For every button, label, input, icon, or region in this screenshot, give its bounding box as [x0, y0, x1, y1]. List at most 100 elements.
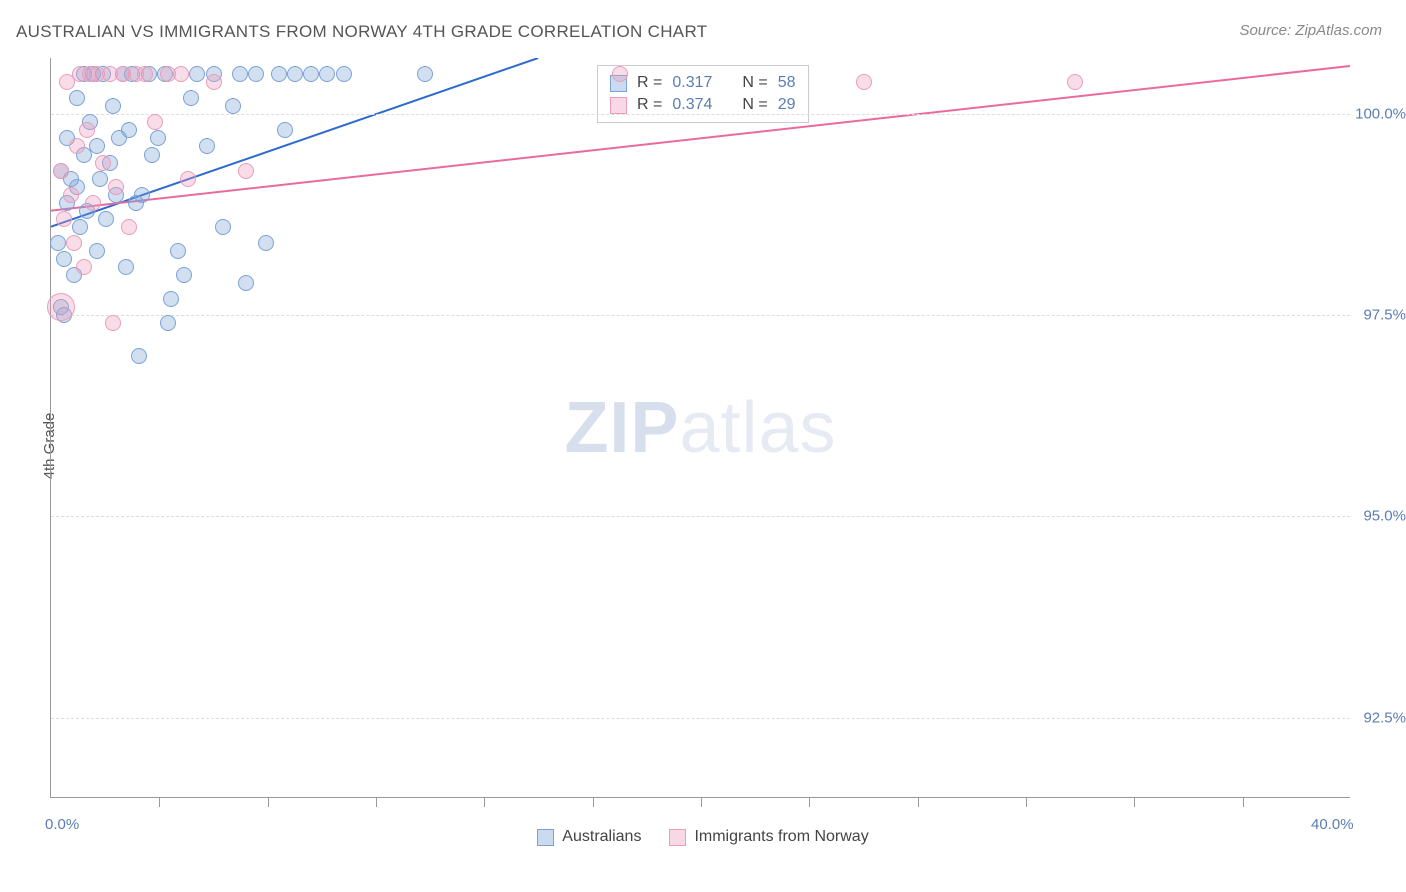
data-point [170, 243, 186, 259]
x-tick [918, 797, 919, 807]
gridline-h [51, 516, 1350, 517]
x-tick [1243, 797, 1244, 807]
data-point [121, 122, 137, 138]
data-point [277, 122, 293, 138]
legend-swatch [537, 829, 554, 846]
x-tick [268, 797, 269, 807]
data-point [238, 275, 254, 291]
data-point [199, 138, 215, 154]
data-point [105, 98, 121, 114]
chart-container: AUSTRALIAN VS IMMIGRANTS FROM NORWAY 4TH… [0, 0, 1406, 892]
data-point [417, 66, 433, 82]
bottom-legend: Australians Immigrants from Norway [0, 828, 1406, 846]
data-point [121, 219, 137, 235]
data-point [92, 171, 108, 187]
data-point [85, 195, 101, 211]
watermark-atlas: atlas [679, 388, 836, 468]
legend-r-value: 0.374 [672, 96, 712, 114]
data-point [225, 98, 241, 114]
data-point [215, 219, 231, 235]
data-point [176, 267, 192, 283]
data-point [183, 90, 199, 106]
data-point [50, 235, 66, 251]
legend-n-value: 29 [778, 96, 796, 114]
x-tick [159, 797, 160, 807]
data-point [180, 171, 196, 187]
data-point [53, 163, 69, 179]
gridline-h [51, 718, 1350, 719]
data-point [319, 66, 335, 82]
data-point [206, 74, 222, 90]
data-point [163, 291, 179, 307]
legend-r-label: R = [637, 74, 662, 92]
data-point [131, 348, 147, 364]
data-point [69, 138, 85, 154]
y-tick-label: 100.0% [1355, 106, 1406, 123]
data-point [56, 211, 72, 227]
data-point [66, 235, 82, 251]
x-tick [701, 797, 702, 807]
x-tick [1026, 797, 1027, 807]
data-point [248, 66, 264, 82]
legend-n-label: N = [742, 74, 767, 92]
data-point [134, 187, 150, 203]
legend-r-value: 0.317 [672, 74, 712, 92]
data-point [150, 130, 166, 146]
legend-n-label: N = [742, 96, 767, 114]
data-point [105, 315, 121, 331]
data-point [238, 163, 254, 179]
data-point [287, 66, 303, 82]
data-point [98, 211, 114, 227]
watermark-zip: ZIP [564, 388, 679, 468]
bottom-legend-label: Immigrants from Norway [694, 828, 868, 846]
y-tick-label: 92.5% [1363, 709, 1406, 726]
bottom-legend-item: Australians [537, 828, 641, 846]
source-attribution: Source: ZipAtlas.com [1239, 22, 1382, 39]
data-point [95, 155, 111, 171]
data-point [271, 66, 287, 82]
data-point [89, 138, 105, 154]
legend-row: R = 0.317 N = 58 [610, 72, 796, 94]
data-point [89, 243, 105, 259]
data-point [108, 179, 124, 195]
data-point [144, 147, 160, 163]
data-point [118, 259, 134, 275]
legend-r-label: R = [637, 96, 662, 114]
x-tick [809, 797, 810, 807]
data-point [69, 90, 85, 106]
data-point [189, 66, 205, 82]
data-point [76, 259, 92, 275]
data-point [856, 74, 872, 90]
data-point [336, 66, 352, 82]
legend-n-value: 58 [778, 74, 796, 92]
legend-swatch [669, 829, 686, 846]
data-point [63, 187, 79, 203]
data-point [303, 66, 319, 82]
bottom-legend-label: Australians [562, 828, 641, 846]
data-point [612, 66, 628, 82]
gridline-h [51, 315, 1350, 316]
chart-title: AUSTRALIAN VS IMMIGRANTS FROM NORWAY 4TH… [16, 22, 707, 42]
x-tick [376, 797, 377, 807]
data-point [137, 66, 153, 82]
y-tick-label: 97.5% [1363, 307, 1406, 324]
x-tick [1134, 797, 1135, 807]
x-tick [593, 797, 594, 807]
watermark: ZIPatlas [564, 387, 836, 469]
data-point [160, 315, 176, 331]
plot-area: ZIPatlas R = 0.317 N = 58 R = 0.374 N = … [50, 58, 1350, 798]
legend-row: R = 0.374 N = 29 [610, 94, 796, 116]
data-point [79, 122, 95, 138]
gridline-h [51, 114, 1350, 115]
legend-swatch [610, 97, 627, 114]
data-point [232, 66, 248, 82]
data-point [173, 66, 189, 82]
data-point [56, 251, 72, 267]
data-point-large [47, 293, 75, 321]
x-tick [484, 797, 485, 807]
data-point [1067, 74, 1083, 90]
bottom-legend-item: Immigrants from Norway [669, 828, 868, 846]
data-point [72, 219, 88, 235]
data-point [258, 235, 274, 251]
y-tick-label: 95.0% [1363, 508, 1406, 525]
